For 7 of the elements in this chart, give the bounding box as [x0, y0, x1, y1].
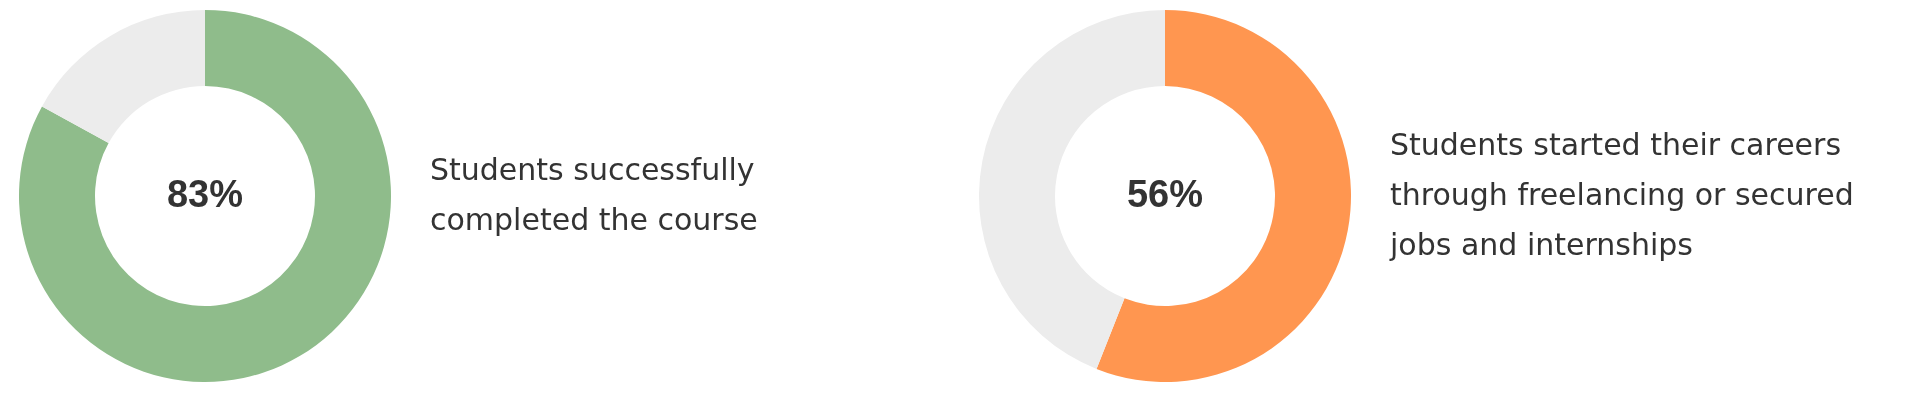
donut-slice: [1096, 10, 1351, 382]
data-label: 56%: [1126, 173, 1204, 215]
donut-slice: [19, 10, 391, 382]
data-label: 83%: [166, 173, 244, 215]
text: Students successfully completed the course: [430, 152, 758, 237]
text: Students started their careers through freelancing or secured jobs and internships: [1389, 127, 1854, 262]
donut-slice: [42, 10, 205, 144]
